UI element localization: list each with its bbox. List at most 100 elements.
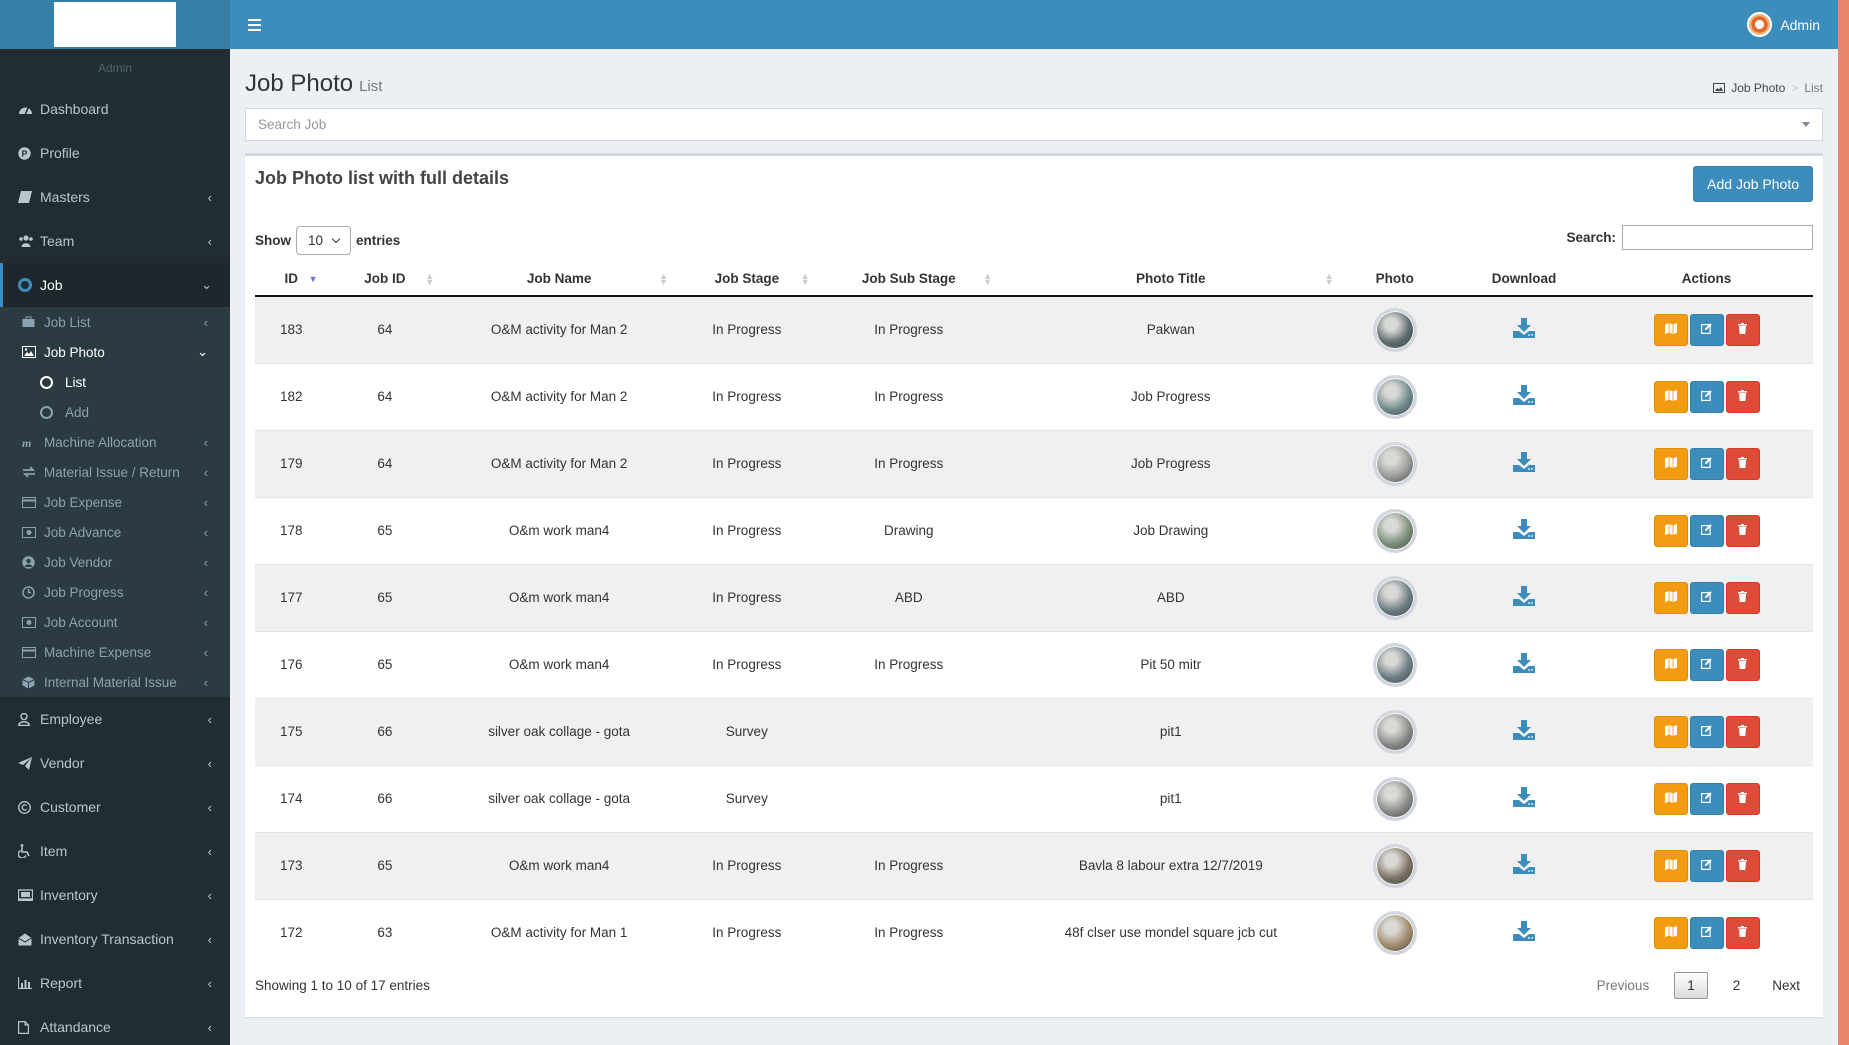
sidebar-item-job-expense[interactable]: Job Expense ‹ <box>0 487 230 517</box>
download-icon[interactable] <box>1513 787 1536 810</box>
top-navbar: Admin <box>230 0 1838 49</box>
cell-job-stage: In Progress <box>676 496 818 564</box>
sidebar-item-job-advance[interactable]: Job Advance ‹ <box>0 517 230 547</box>
edit-button[interactable] <box>1689 782 1724 815</box>
sidebar-item-vendor[interactable]: Vendor ‹ <box>0 741 230 785</box>
delete-button[interactable] <box>1725 581 1760 614</box>
delete-button[interactable] <box>1725 313 1760 346</box>
download-icon[interactable] <box>1513 318 1536 341</box>
search-job-select[interactable]: Search Job <box>245 108 1823 141</box>
download-icon[interactable] <box>1513 586 1536 609</box>
download-icon[interactable] <box>1513 720 1536 743</box>
sidebar-item-profile[interactable]: P Profile <box>0 131 230 175</box>
sidebar-item-material-issue-return[interactable]: Material Issue / Return ‹ <box>0 457 230 487</box>
sidebar-toggle-button[interactable] <box>244 15 265 35</box>
delete-button[interactable] <box>1725 514 1760 547</box>
sidebar-item-masters[interactable]: Masters ‹ <box>0 175 230 219</box>
sidebar-item-report[interactable]: Report ‹ <box>0 961 230 1005</box>
download-icon[interactable] <box>1513 519 1536 542</box>
breadcrumb-link-job-photo[interactable]: Job Photo <box>1731 81 1786 95</box>
map-button[interactable] <box>1653 849 1688 882</box>
edit-button[interactable] <box>1689 380 1724 413</box>
photo-thumbnail[interactable] <box>1372 910 1417 955</box>
sidebar-item-job-list[interactable]: Job List ‹ <box>0 307 230 337</box>
edit-button[interactable] <box>1689 447 1724 480</box>
edit-button[interactable] <box>1689 916 1724 949</box>
sidebar-item-internal-material-issue[interactable]: Internal Material Issue ‹ <box>0 667 230 697</box>
sidebar-item-dashboard[interactable]: Dashboard <box>0 87 230 131</box>
table-search-input[interactable] <box>1622 224 1813 250</box>
edit-button[interactable] <box>1689 514 1724 547</box>
sidebar-item-machine-allocation[interactable]: m Machine Allocation ‹ <box>22 434 208 450</box>
sort-icon: ▲ ▼ <box>983 271 993 287</box>
edit-button[interactable] <box>1689 715 1724 748</box>
edit-button[interactable] <box>1689 849 1724 882</box>
delete-button[interactable] <box>1725 916 1760 949</box>
sidebar-item-job-photo-list[interactable]: List <box>0 367 230 397</box>
download-icon[interactable] <box>1513 854 1536 877</box>
sidebar-item-job-photo-add[interactable]: Add <box>0 397 230 427</box>
map-button[interactable] <box>1653 581 1688 614</box>
sidebar-item-inventory[interactable]: Inventory ‹ <box>0 873 230 917</box>
edit-button[interactable] <box>1689 581 1724 614</box>
column-header-photo-title[interactable]: Photo Title ▲ ▼ <box>1000 261 1342 297</box>
sidebar-item-item[interactable]: Item ‹ <box>0 829 230 873</box>
delete-button[interactable] <box>1725 447 1760 480</box>
download-icon[interactable] <box>1513 385 1536 408</box>
photo-thumbnail[interactable] <box>1372 776 1417 821</box>
photo-thumbnail[interactable] <box>1372 508 1417 553</box>
map-button[interactable] <box>1653 447 1688 480</box>
column-header-job-id[interactable]: Job ID ▲ ▼ <box>327 261 443 297</box>
logo-area[interactable] <box>0 0 230 49</box>
sidebar-item-job[interactable]: Job ⌄ <box>0 263 230 307</box>
photo-thumbnail[interactable] <box>1372 843 1417 888</box>
photo-thumbnail[interactable] <box>1372 575 1417 620</box>
column-header-job-stage[interactable]: Job Stage ▲ ▼ <box>676 261 818 297</box>
photo-thumbnail[interactable] <box>1372 307 1417 352</box>
edit-button[interactable] <box>1689 648 1724 681</box>
sidebar-item-job-progress[interactable]: Job Progress ‹ <box>0 577 230 607</box>
sidebar-item-attandance[interactable]: Attandance ‹ <box>0 1005 230 1045</box>
sidebar-item-inventory-transaction[interactable]: Inventory Transaction ‹ <box>0 917 230 961</box>
edit-button[interactable] <box>1689 313 1724 346</box>
user-menu[interactable]: Admin <box>1747 12 1820 37</box>
map-button[interactable] <box>1653 715 1688 748</box>
delete-button[interactable] <box>1725 782 1760 815</box>
cell-photo <box>1341 831 1448 899</box>
pagination-page-2[interactable]: 2 <box>1732 978 1741 993</box>
download-icon[interactable] <box>1513 452 1536 475</box>
sidebar-item-job-vendor[interactable]: Job Vendor ‹ <box>0 547 230 577</box>
sidebar-item-employee[interactable]: Employee ‹ <box>0 697 230 741</box>
column-header-id[interactable]: ID ▼ <box>255 261 328 297</box>
map-button[interactable] <box>1653 514 1688 547</box>
photo-thumbnail[interactable] <box>1372 441 1417 486</box>
entries-select[interactable]: 10 <box>296 225 351 255</box>
download-icon[interactable] <box>1513 921 1536 944</box>
download-icon[interactable] <box>1513 653 1536 676</box>
chevron-left-icon: ‹ <box>203 554 208 570</box>
column-header-job-sub-stage[interactable]: Job Sub Stage ▲ ▼ <box>817 261 1001 297</box>
delete-button[interactable] <box>1725 715 1760 748</box>
pagination-previous[interactable]: Previous <box>1596 978 1650 993</box>
delete-button[interactable] <box>1725 849 1760 882</box>
delete-button[interactable] <box>1725 648 1760 681</box>
photo-thumbnail[interactable] <box>1372 709 1417 754</box>
sidebar-item-customer[interactable]: Customer ‹ <box>0 785 230 829</box>
add-job-photo-button[interactable]: Add Job Photo <box>1693 166 1813 202</box>
pagination-page-1[interactable]: 1 <box>1674 972 1708 999</box>
map-button[interactable] <box>1653 648 1688 681</box>
pagination-next[interactable]: Next <box>1772 978 1800 993</box>
sidebar-item-job-account[interactable]: Job Account ‹ <box>0 607 230 637</box>
map-button[interactable] <box>1653 313 1688 346</box>
sidebar-item-machine-expense[interactable]: Machine Expense ‹ <box>0 637 230 667</box>
column-header-job-name[interactable]: Job Name ▲ ▼ <box>442 261 677 297</box>
map-button[interactable] <box>1653 380 1688 413</box>
delete-button[interactable] <box>1725 380 1760 413</box>
photo-thumbnail[interactable] <box>1372 642 1417 687</box>
sidebar-item-job-photo[interactable]: Job Photo ⌄ <box>0 337 230 367</box>
map-button[interactable] <box>1653 782 1688 815</box>
chevron-down-icon: ⌄ <box>201 277 212 292</box>
photo-thumbnail[interactable] <box>1372 374 1417 419</box>
map-button[interactable] <box>1653 916 1688 949</box>
sidebar-item-team[interactable]: Team ‹ <box>0 219 230 263</box>
